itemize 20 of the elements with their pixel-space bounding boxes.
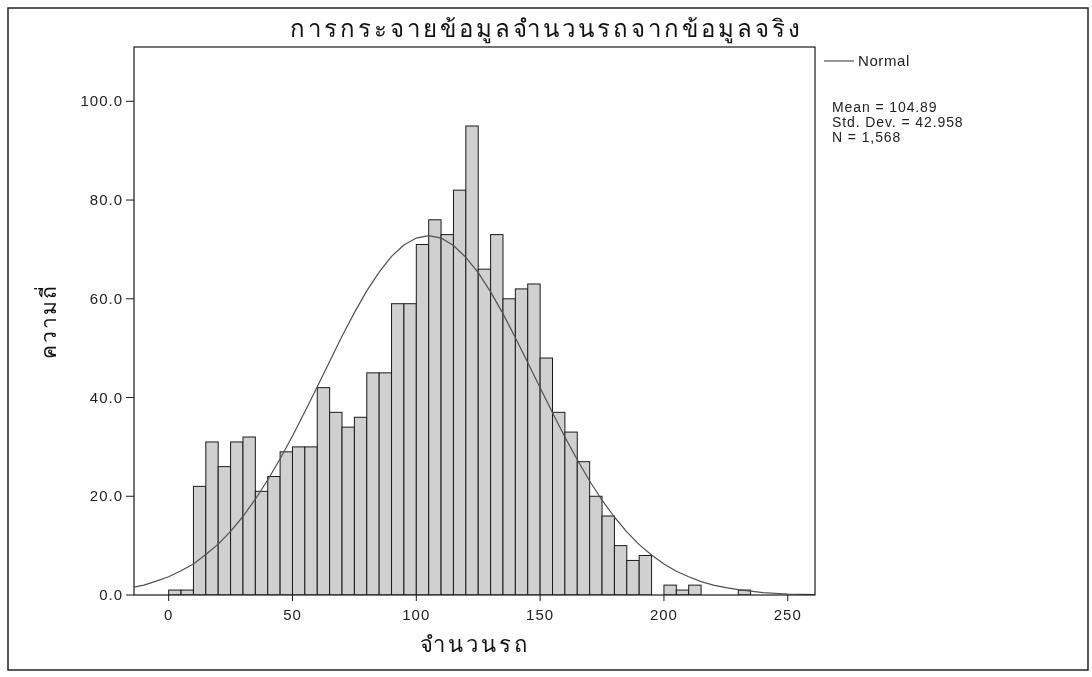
x-tick-label: 150: [526, 606, 555, 623]
x-tick-label: 250: [773, 606, 802, 623]
text: Mean = 104.89: [832, 99, 938, 115]
legend: Normal: [823, 52, 910, 69]
y-tick-label: 60.0: [89, 289, 123, 307]
x-tick-label: 50: [283, 606, 302, 623]
y-axis-title: ความถี่: [34, 283, 60, 359]
text: Std. Dev. = 42.958: [832, 114, 964, 130]
legend-label: Normal: [858, 52, 910, 69]
chart-title: การกระจายข้อมูลจำนวนรถจากข้อมูลจริง: [289, 15, 803, 44]
y-tick-label: 100.0: [80, 92, 123, 110]
x-axis-title: จำนวนรถ: [419, 632, 530, 657]
x-tick-label: 200: [649, 606, 678, 623]
x-tick-label: 0: [164, 606, 174, 623]
y-tick-label: 20.0: [89, 487, 123, 505]
y-tick-label: 40.0: [89, 388, 123, 406]
x-tick-label: 100: [402, 606, 431, 623]
y-tick-label: 0.0: [99, 586, 123, 603]
text: N = 1,568: [832, 129, 902, 145]
y-tick-label: 80.0: [89, 191, 123, 209]
